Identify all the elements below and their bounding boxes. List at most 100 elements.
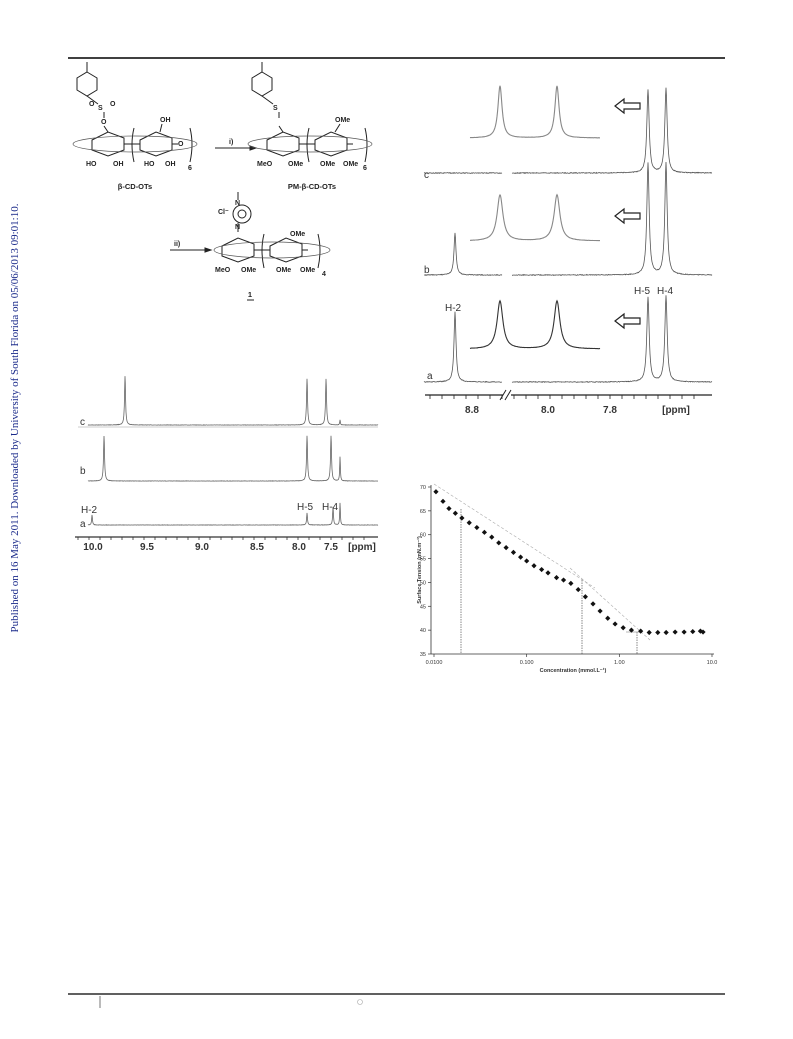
atom: O [110, 101, 116, 108]
atom: 6 [363, 165, 367, 172]
trace-label: b [424, 265, 430, 276]
inset [469, 85, 600, 139]
axis-break [499, 389, 512, 401]
spectrum [511, 87, 713, 175]
atom: O [89, 101, 95, 108]
spectrum [87, 435, 378, 482]
data-point [459, 515, 465, 521]
spectrum [87, 376, 379, 426]
tick-label: 9.0 [195, 542, 209, 553]
fit-line [569, 567, 651, 641]
tick-label: 8.0 [541, 405, 555, 416]
data-point [605, 615, 611, 621]
compound-label: 1 [248, 290, 252, 299]
data-point [545, 570, 551, 576]
atom: MeO [257, 161, 273, 168]
data-point [590, 601, 596, 607]
y-tick-label: 55 [420, 557, 426, 563]
reagent: i) [229, 139, 233, 146]
tick-label: 7.8 [603, 405, 617, 416]
atom: OMe [300, 267, 315, 274]
atom: O [178, 141, 184, 148]
data-point [597, 608, 603, 614]
data-point [568, 580, 574, 586]
data-point [612, 621, 618, 627]
compound-label: β-CD-OTs [118, 182, 152, 191]
arrow [614, 97, 641, 115]
atom: OH [160, 117, 171, 124]
tick-label: 9.5 [140, 542, 154, 553]
data-point [560, 577, 567, 583]
atom: OMe [276, 267, 291, 274]
data-point [466, 520, 472, 526]
nmr-right-labels: c b a H-2 H-5 H-4 8.8 8.0 7.8 [ppm] [424, 170, 690, 416]
y-tick-label: 60 [420, 533, 426, 539]
data-point [452, 510, 458, 516]
data-point [510, 549, 517, 555]
spectrum [423, 311, 502, 384]
y-tick-label: 45 [420, 604, 426, 610]
scheme-labels: S O O O OH HO OH HO OH O 6 S OMe MeO OMe… [86, 101, 367, 299]
y-tick-label: 70 [420, 485, 426, 491]
trace-label: a [80, 519, 86, 530]
trace-label: c [80, 417, 85, 428]
spectrum [423, 172, 503, 175]
trace-label: b [80, 466, 86, 477]
atom: HO [144, 161, 155, 168]
scheme [72, 62, 373, 301]
data-point [582, 594, 588, 600]
peak-label: H-4 [322, 502, 339, 513]
data-point [474, 524, 480, 531]
data-point [700, 629, 706, 635]
tick-label: 8.8 [465, 405, 479, 416]
atom: OMe [288, 161, 303, 168]
nmr-left [75, 376, 379, 540]
data-point [638, 628, 644, 634]
atom: 6 [188, 165, 192, 172]
data-point [628, 627, 635, 633]
data-point [489, 534, 495, 540]
sidebar-note: Published on 16 May 2011. Downloaded by … [9, 203, 21, 632]
reagent: ii) [174, 241, 180, 248]
tick-label: 7.5 [324, 542, 338, 553]
x-tick-label: 0.100 [520, 660, 534, 666]
data-point [646, 629, 652, 636]
tick-label: 8.0 [292, 542, 306, 553]
data-point [524, 558, 530, 564]
trace-label: c [424, 170, 429, 181]
data-point [690, 628, 696, 635]
data-point [663, 629, 669, 636]
x-tick-label: 10.0 [707, 660, 718, 666]
data-point [672, 629, 678, 635]
tick-label: 10.0 [83, 542, 103, 553]
tick-label: 8.5 [250, 542, 264, 553]
data-point [496, 540, 502, 546]
compound-label: PM-β-CD-OTs [288, 182, 336, 191]
peak-label: H-4 [657, 286, 674, 297]
unit-label: [ppm] [348, 542, 376, 553]
data-point [503, 544, 509, 551]
footer-dot [357, 999, 363, 1005]
atom: OMe [241, 267, 256, 274]
arrow [614, 207, 641, 225]
x-tick-label: 1.00 [614, 660, 625, 666]
atom: 4 [322, 271, 326, 278]
peak-label: H-5 [634, 286, 651, 297]
x-tick-label: 0.0100 [426, 660, 443, 666]
peak-label: H-2 [445, 303, 462, 314]
atom: OMe [320, 161, 335, 168]
data-point [446, 505, 452, 512]
data-point [481, 529, 488, 535]
data-point [539, 566, 545, 573]
atom: Cl⁻ [218, 209, 229, 216]
arrow [614, 312, 641, 330]
atom: N [235, 200, 240, 207]
trace-label: a [427, 371, 433, 382]
spectrum [87, 502, 379, 526]
y-tick-label: 40 [420, 628, 426, 634]
data-point [517, 554, 524, 560]
data-point [575, 586, 581, 593]
y-axis-label: Surface Tension (mN.m⁻¹) [416, 536, 423, 604]
data-point [553, 575, 560, 581]
